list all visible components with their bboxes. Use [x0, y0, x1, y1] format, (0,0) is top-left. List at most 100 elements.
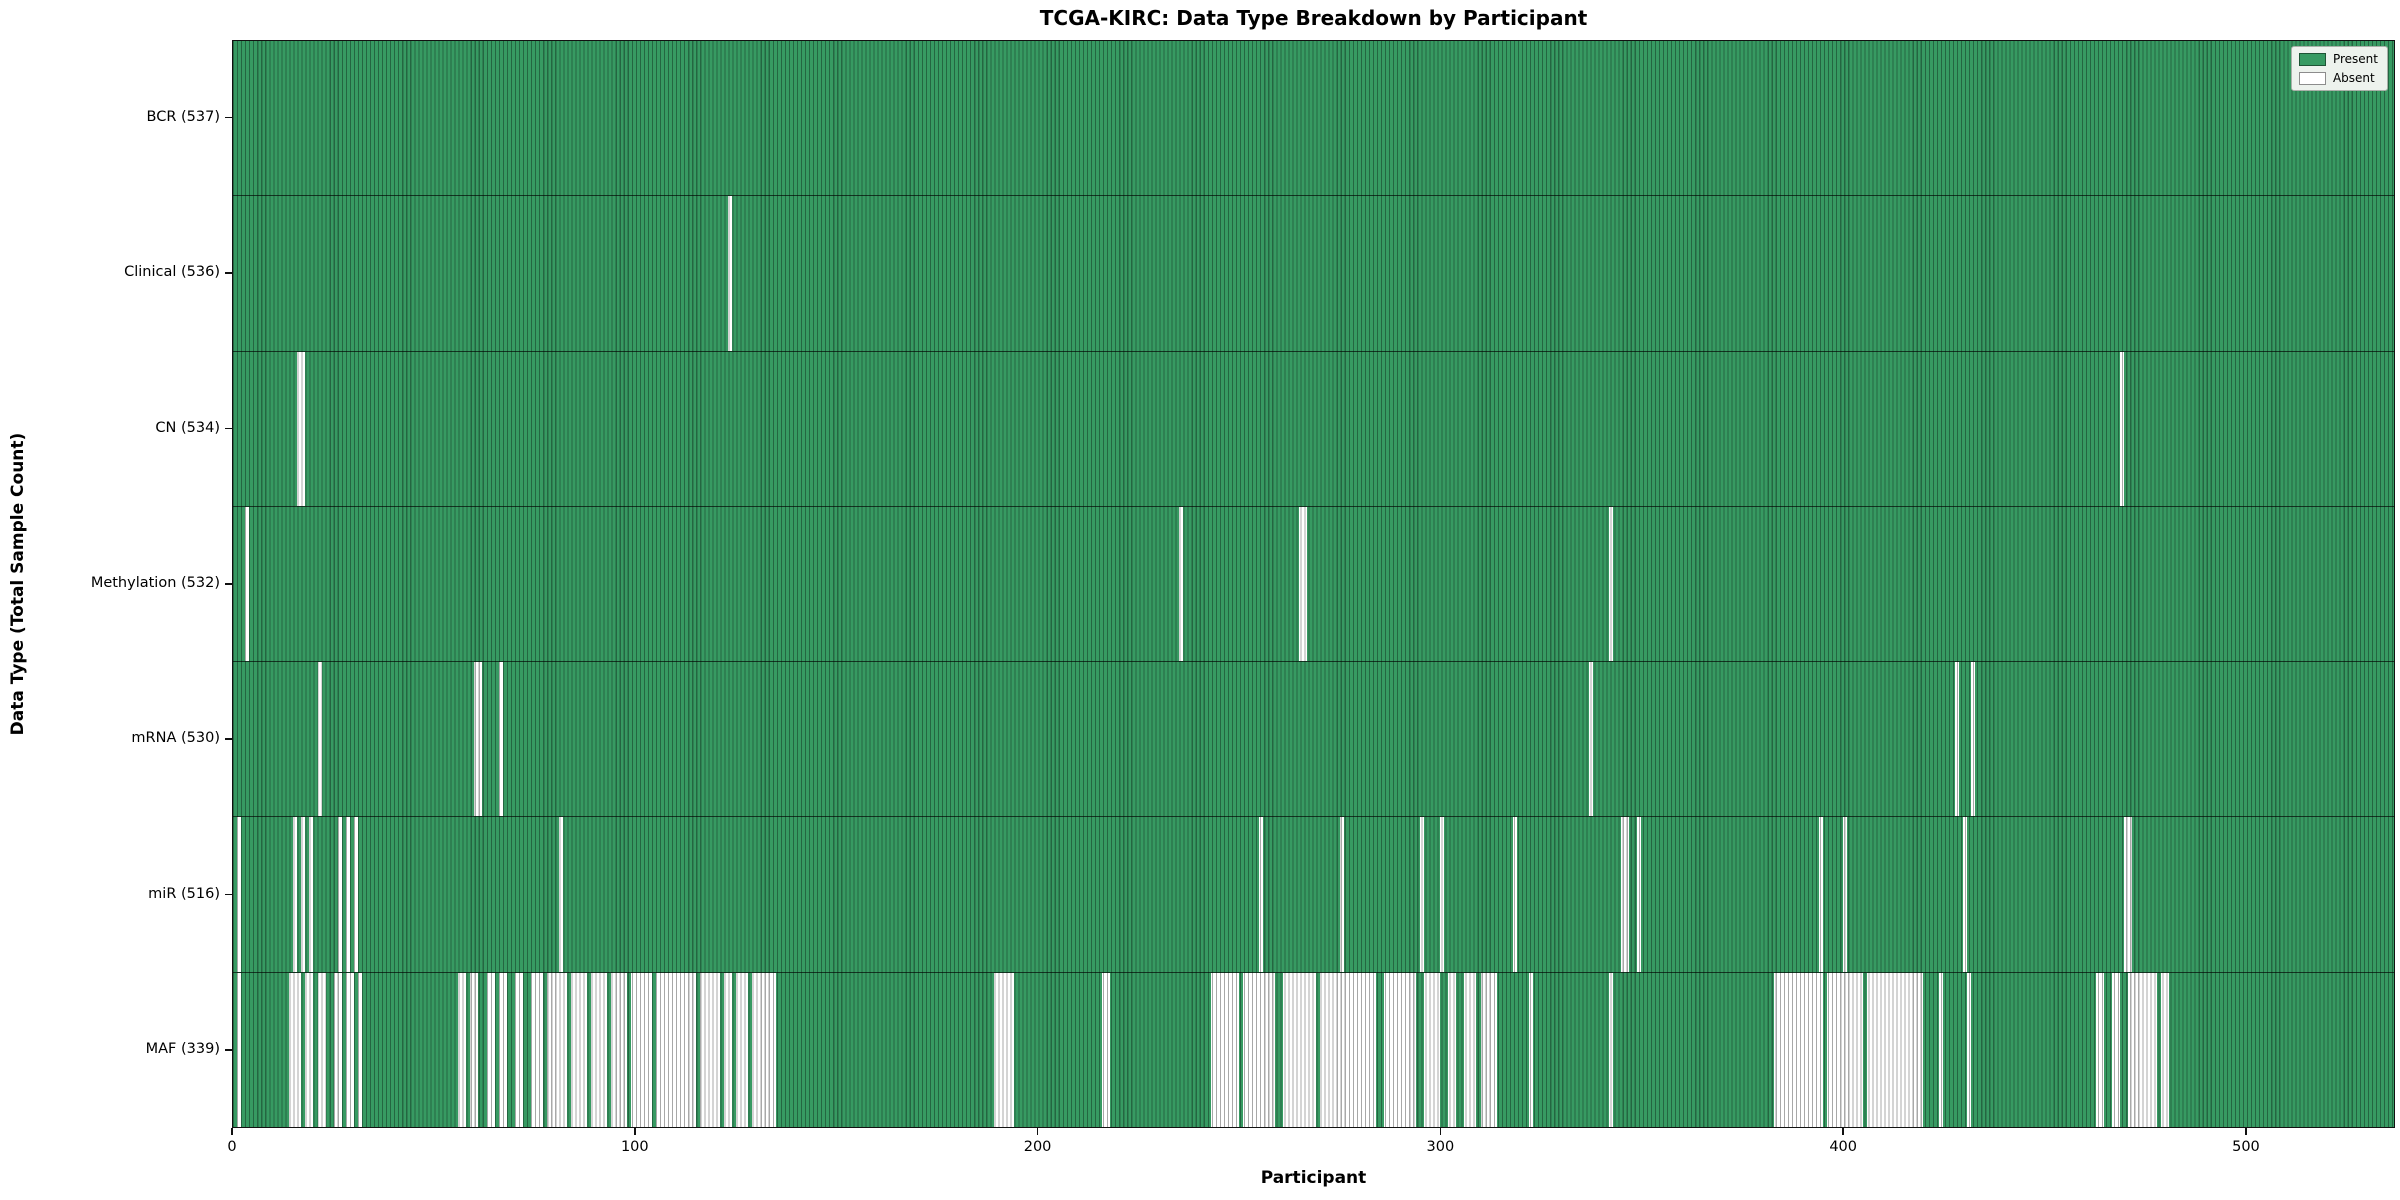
absent-segment	[345, 972, 354, 1127]
legend-present-swatch	[2298, 52, 2326, 66]
x-tick-mark	[1842, 1128, 1844, 1135]
absent-segment	[736, 972, 749, 1127]
absent-segment	[1259, 817, 1264, 972]
absent-segment	[337, 817, 342, 972]
absent-segment	[1939, 972, 1944, 1127]
absent-segment	[237, 972, 242, 1127]
absent-segment	[357, 972, 362, 1127]
absent-segment	[1637, 817, 1642, 972]
absent-segment	[1102, 972, 1111, 1127]
absent-segment	[1210, 972, 1240, 1127]
absent-segment	[458, 972, 467, 1127]
absent-segment	[2160, 972, 2169, 1127]
absent-segment	[1299, 506, 1308, 662]
row-methylation	[233, 505, 2394, 662]
absent-segment	[2128, 972, 2157, 1127]
absent-segment	[1609, 972, 1614, 1127]
absent-segment	[1339, 817, 1344, 972]
x-tick-label: 500	[2232, 1139, 2260, 1155]
absent-segment	[571, 972, 588, 1127]
y-tick-label: Methylation (532)	[90, 575, 220, 591]
absent-segment	[1826, 972, 1863, 1127]
absent-segment	[1774, 972, 1823, 1127]
absent-segment	[1319, 972, 1376, 1127]
absent-segment	[305, 972, 314, 1127]
absent-segment	[333, 972, 342, 1127]
absent-segment	[289, 972, 302, 1127]
row-maf	[233, 971, 2394, 1127]
y-tick-label: Clinical (536)	[124, 264, 220, 281]
absent-segment	[1818, 817, 1823, 972]
legend-item-present: Present	[2298, 52, 2378, 66]
y-tick-label: MAF (339)	[145, 1041, 220, 1058]
absent-segment	[530, 972, 543, 1127]
absent-segment	[655, 972, 696, 1127]
x-axis-label: Participant	[1260, 1168, 1367, 1188]
absent-segment	[474, 662, 483, 817]
absent-segment	[546, 972, 567, 1127]
absent-segment	[1283, 972, 1316, 1127]
absent-segment	[1842, 817, 1847, 972]
x-tick-label: 200	[1023, 1139, 1052, 1155]
absent-segment	[611, 972, 628, 1127]
absent-segment	[317, 662, 322, 817]
y-tick-mark	[225, 583, 232, 585]
x-tick-label: 0	[227, 1139, 237, 1155]
absent-segment	[993, 972, 1014, 1127]
heatmap-rows	[233, 41, 2394, 1127]
plot-area: Present Absent	[232, 40, 2395, 1128]
y-tick-mark	[225, 1049, 232, 1051]
absent-segment	[486, 972, 495, 1127]
absent-segment	[1448, 972, 1457, 1127]
y-tick-label: BCR (537)	[146, 108, 221, 125]
absent-segment	[1967, 972, 1972, 1127]
legend-item-absent: Absent	[2298, 71, 2378, 85]
absent-segment	[353, 817, 358, 972]
absent-segment	[1383, 972, 1417, 1127]
absent-segment	[1424, 972, 1441, 1127]
absent-segment	[470, 972, 479, 1127]
absent-segment	[1464, 972, 1477, 1127]
absent-segment	[1963, 817, 1968, 972]
absent-segment	[498, 662, 503, 817]
x-tick-mark	[231, 1128, 233, 1135]
absent-segment	[1955, 662, 1960, 817]
absent-segment	[1528, 972, 1533, 1127]
absent-segment	[2124, 817, 2133, 972]
absent-segment	[699, 972, 720, 1127]
absent-segment	[1609, 506, 1614, 662]
absent-segment	[1512, 817, 1517, 972]
y-tick-mark	[225, 427, 232, 430]
absent-segment	[727, 196, 732, 351]
absent-segment	[1243, 972, 1276, 1127]
absent-segment	[631, 972, 652, 1127]
absent-segment	[1440, 817, 1445, 972]
y-tick-label: mRNA (530)	[131, 730, 220, 747]
legend-absent-label: Absent	[2332, 71, 2375, 85]
absent-segment	[293, 817, 298, 972]
y-tick-mark	[225, 116, 232, 119]
absent-segment	[245, 506, 250, 662]
absent-segment	[2120, 351, 2125, 506]
absent-segment	[297, 351, 306, 506]
row-bcr	[233, 41, 2394, 196]
absent-segment	[309, 817, 314, 972]
absent-segment	[2112, 972, 2121, 1127]
legend: Present Absent	[2290, 46, 2388, 91]
x-tick-label: 100	[620, 1139, 649, 1155]
y-tick-mark	[225, 893, 232, 896]
row-mir	[233, 816, 2394, 972]
x-tick-mark	[633, 1128, 636, 1135]
absent-segment	[752, 972, 777, 1127]
legend-present-label: Present	[2332, 52, 2378, 66]
absent-segment	[1621, 817, 1630, 972]
absent-segment	[345, 817, 350, 972]
absent-segment	[1971, 662, 1976, 817]
absent-segment	[591, 972, 608, 1127]
x-tick-mark	[1036, 1128, 1039, 1135]
absent-segment	[1420, 817, 1425, 972]
row-clinical	[233, 195, 2394, 351]
y-tick-mark	[225, 738, 232, 741]
absent-segment	[1178, 506, 1183, 662]
absent-segment	[498, 972, 507, 1127]
